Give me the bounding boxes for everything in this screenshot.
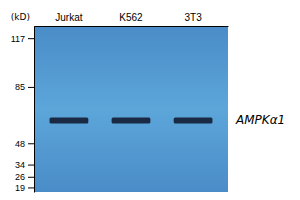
y-tick-mark: [28, 87, 34, 88]
lane-tick: 3T3: [184, 12, 202, 26]
y-tick-mark: [28, 177, 34, 178]
lane-label: Jurkat: [55, 12, 82, 23]
gel-background: [34, 26, 228, 192]
x-axis: Jurkat K562 3T3: [35, 12, 229, 27]
y-tick: 117: [11, 34, 34, 44]
y-axis-line: [34, 27, 35, 193]
y-label: (kD): [11, 12, 30, 22]
y-tick-mark: [28, 38, 34, 39]
y-tick-label: 117: [11, 34, 25, 44]
y-tick-label: 19: [15, 183, 25, 193]
y-tick-label: 34: [15, 160, 25, 170]
y-tick-mark: [28, 187, 34, 188]
chart: 117 85 48 34 2619 Jurkat K562 3T3 (kD) AMPKα1: [0, 0, 300, 200]
y-tick: 26: [15, 172, 34, 182]
chart-container: 117 85 48 34 2619 Jurkat K562 3T3 (kD) AMPKα1: [0, 0, 300, 200]
bands: [50, 117, 213, 123]
lane-tick: Jurkat: [55, 12, 82, 26]
band-label: AMPKα1: [235, 113, 285, 127]
y-tick: 34: [15, 160, 34, 170]
y-tick: 48: [15, 139, 34, 149]
y-tick-mark: [28, 143, 34, 144]
x-axis-line: [35, 26, 229, 27]
band: [50, 117, 89, 123]
y-tick: 19: [15, 183, 34, 193]
y-tick-label: 26: [15, 172, 25, 182]
plot: 117 85 48 34 2619 Jurkat K562 3T3 (kD) AMPKα1: [11, 12, 286, 193]
y-tick-label: 48: [15, 139, 25, 149]
band: [174, 117, 213, 123]
lane-tick: K562: [119, 12, 143, 26]
y-tick: 85: [15, 82, 34, 92]
lane-label: K562: [119, 12, 143, 23]
y-tick-mark: [28, 165, 34, 166]
lane-label: 3T3: [184, 12, 202, 23]
y-tick-label: 85: [15, 82, 25, 92]
y-axis: 117 85 48 34 2619: [11, 27, 35, 193]
band: [112, 117, 151, 123]
